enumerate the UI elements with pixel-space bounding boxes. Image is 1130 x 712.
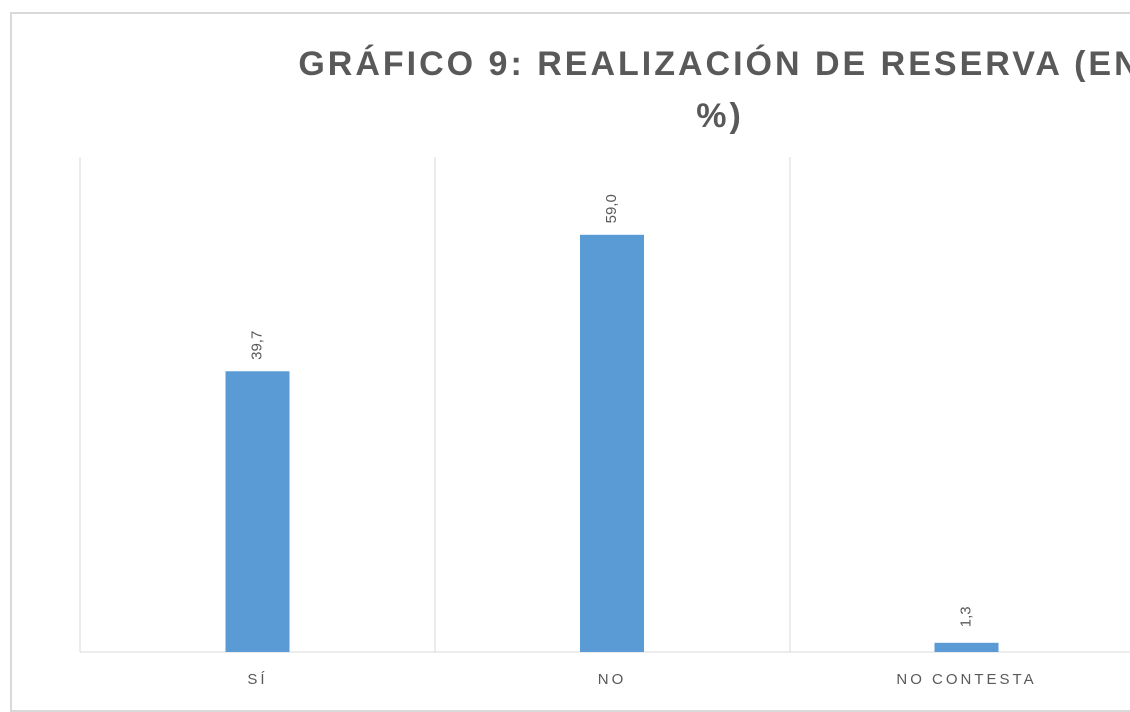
value-label: 59,0	[603, 194, 620, 223]
value-label: 1,3	[957, 606, 974, 627]
x-tick-label: NO	[598, 671, 627, 688]
value-label: 39,7	[248, 331, 265, 360]
x-tick-label: NO CONTESTA	[896, 671, 1036, 688]
bar	[580, 234, 644, 653]
bar	[225, 371, 290, 652]
page: SÍ 39,7 NO 59,0 NO CONTESTA 1,3 GRÁFICO 9: RE…	[10, 12, 1130, 712]
chart: SÍ 39,7 NO 59,0 NO CONTESTA 1,3	[79, 157, 1130, 688]
chart-title: GRÁFICO 9: REALIZACIÓN DE RESERVA (EN %)	[298, 45, 1130, 135]
x-tick-label: SÍ	[247, 671, 267, 688]
bar	[934, 642, 999, 652]
